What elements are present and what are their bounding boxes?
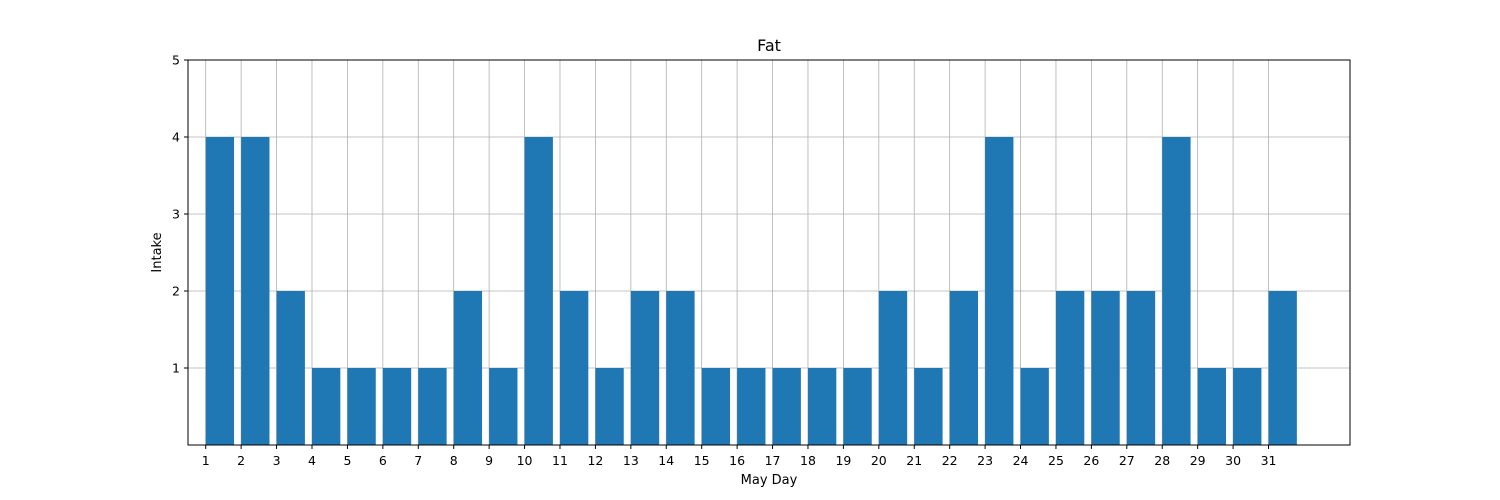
x-tick-label: 30 bbox=[1225, 453, 1241, 468]
bar-day-30 bbox=[1233, 368, 1262, 445]
bar-day-2 bbox=[241, 137, 270, 445]
bar-day-6 bbox=[382, 368, 412, 445]
bar-day-4 bbox=[311, 368, 341, 445]
bar-day-23 bbox=[985, 137, 1014, 445]
x-tick-label: 14 bbox=[658, 453, 674, 468]
bar-day-26 bbox=[1091, 291, 1120, 445]
bar-day-16 bbox=[737, 368, 766, 445]
x-tick-label: 25 bbox=[1048, 453, 1064, 468]
y-tick-label: 5 bbox=[172, 53, 180, 68]
bar-day-31 bbox=[1268, 291, 1297, 445]
x-tick-label: 1 bbox=[202, 453, 210, 468]
bar-day-18 bbox=[807, 368, 837, 445]
bar-day-3 bbox=[276, 291, 305, 445]
bar-day-22 bbox=[949, 291, 979, 445]
x-tick-label: 10 bbox=[517, 453, 533, 468]
bar-day-11 bbox=[559, 291, 589, 445]
x-tick-label: 11 bbox=[552, 453, 568, 468]
x-tick-label: 22 bbox=[942, 453, 958, 468]
x-tick-label: 15 bbox=[694, 453, 710, 468]
bar-day-24 bbox=[1020, 368, 1049, 445]
x-tick-label: 8 bbox=[450, 453, 458, 468]
x-tick-label: 7 bbox=[414, 453, 422, 468]
x-tick-label: 27 bbox=[1119, 453, 1135, 468]
bar-day-1 bbox=[205, 137, 235, 445]
bar-day-27 bbox=[1126, 291, 1156, 445]
y-axis-ticks: 1 2 3 4 5 bbox=[172, 53, 188, 376]
x-tick-label: 5 bbox=[343, 453, 351, 468]
x-tick-label: 2 bbox=[237, 453, 245, 468]
bar-day-8 bbox=[453, 291, 483, 445]
bar-day-13 bbox=[630, 291, 660, 445]
x-tick-label: 28 bbox=[1154, 453, 1170, 468]
x-tick-label: 26 bbox=[1083, 453, 1099, 468]
bar-day-12 bbox=[595, 368, 624, 445]
x-axis-label: May Day bbox=[741, 473, 798, 488]
y-tick-label: 2 bbox=[172, 284, 180, 299]
bar-day-10 bbox=[524, 137, 553, 445]
x-tick-label: 12 bbox=[587, 453, 603, 468]
x-tick-label: 21 bbox=[906, 453, 922, 468]
bars bbox=[205, 137, 1297, 445]
x-axis-ticks: 1 2 3 4 5 6 7 8 9 10 11 12 13 14 15 16 17 18 19 20 21 22 23 24 2… bbox=[202, 445, 1277, 468]
x-tick-label: 9 bbox=[485, 453, 493, 468]
bar-day-9 bbox=[489, 368, 518, 445]
plot-frame bbox=[187, 59, 1351, 446]
bar-day-17 bbox=[772, 368, 801, 445]
x-tick-label: 24 bbox=[1013, 453, 1029, 468]
bar-day-14 bbox=[666, 291, 695, 445]
bar-day-7 bbox=[418, 368, 447, 445]
y-tick-label: 3 bbox=[172, 207, 180, 222]
x-tick-label: 19 bbox=[835, 453, 851, 468]
chart-title: Fat bbox=[757, 36, 781, 55]
x-tick-label: 29 bbox=[1190, 453, 1206, 468]
x-tick-label: 17 bbox=[765, 453, 781, 468]
x-tick-label: 13 bbox=[623, 453, 639, 468]
bar-day-5 bbox=[347, 368, 376, 445]
x-tick-label: 6 bbox=[379, 453, 387, 468]
x-tick-label: 23 bbox=[977, 453, 993, 468]
x-tick-label: 18 bbox=[800, 453, 816, 468]
x-tick-label: 20 bbox=[871, 453, 887, 468]
bar-day-21 bbox=[914, 368, 943, 445]
y-tick-label: 4 bbox=[172, 130, 180, 145]
bar-day-25 bbox=[1055, 291, 1085, 445]
bar-day-28 bbox=[1162, 137, 1191, 445]
bar-day-19 bbox=[843, 368, 872, 445]
y-axis-label: Intake bbox=[150, 232, 165, 272]
bar-day-29 bbox=[1197, 368, 1227, 445]
y-tick-label: 1 bbox=[172, 361, 180, 376]
x-tick-label: 31 bbox=[1261, 453, 1277, 468]
bar-day-20 bbox=[878, 291, 908, 445]
x-tick-label: 3 bbox=[273, 453, 281, 468]
bar-day-15 bbox=[701, 368, 731, 445]
x-tick-label: 4 bbox=[308, 453, 316, 468]
x-tick-label: 16 bbox=[729, 453, 745, 468]
